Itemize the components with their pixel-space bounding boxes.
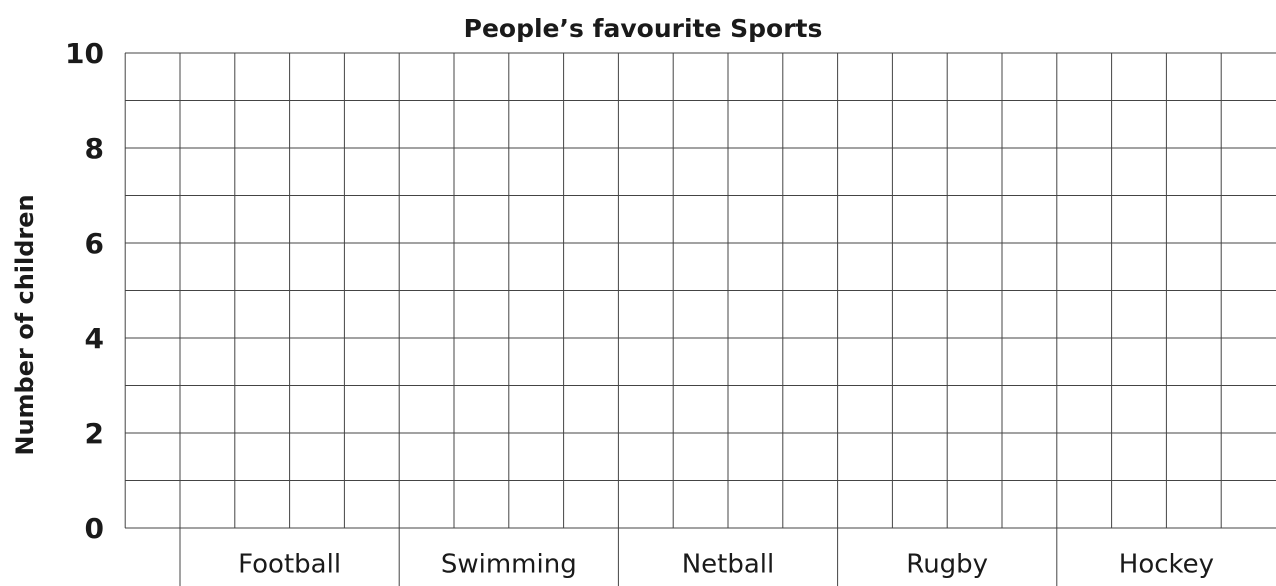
x-tick-label: Netball bbox=[682, 550, 775, 580]
y-tick-label: 6 bbox=[85, 227, 104, 260]
x-tick-label: Swimming bbox=[441, 550, 577, 580]
y-axis-label: Number of children bbox=[11, 194, 39, 455]
chart-title: People’s favourite Sports bbox=[464, 14, 823, 43]
x-tick-label: Hockey bbox=[1119, 550, 1214, 580]
x-tick-label: Rugby bbox=[906, 550, 988, 580]
y-tick-label: 4 bbox=[85, 322, 104, 355]
x-tick-label: Football bbox=[238, 550, 341, 580]
y-tick-label: 8 bbox=[85, 132, 104, 165]
y-tick-label: 10 bbox=[65, 37, 104, 70]
y-tick-label: 2 bbox=[85, 417, 104, 450]
y-tick-label: 0 bbox=[85, 512, 104, 545]
